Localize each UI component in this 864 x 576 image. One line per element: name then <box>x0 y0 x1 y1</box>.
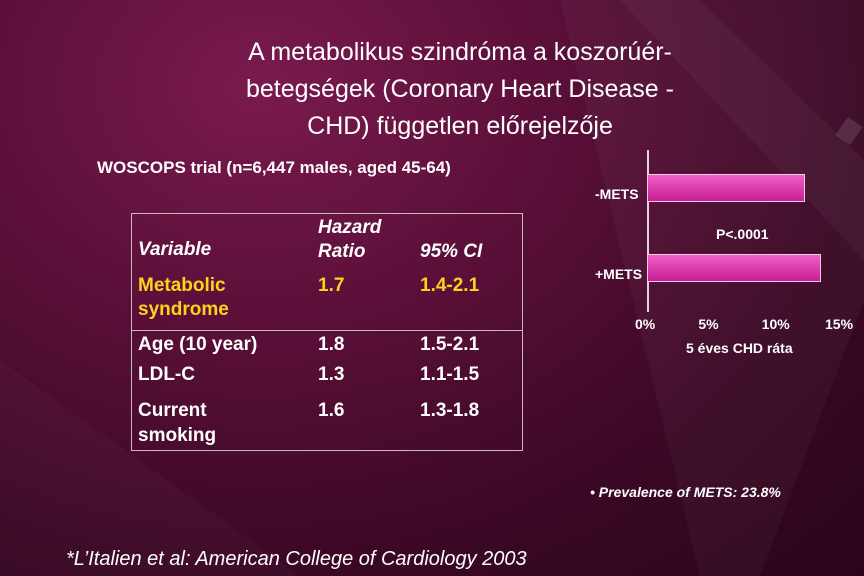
bar-plus-mets <box>647 254 821 282</box>
header-ci: 95% CI <box>420 241 483 262</box>
row-variable-line: smoking <box>138 425 217 446</box>
row-ci: 1.4-2.1 <box>420 275 480 296</box>
header-ratio: Ratio <box>318 241 366 262</box>
p-value-annotation: P<.0001 <box>716 226 769 242</box>
row-hazard-ratio: 1.8 <box>318 334 345 355</box>
title-line: A metabolikus szindróma a koszorúér- <box>248 38 672 66</box>
row-variable-line: Age (10 year) <box>138 334 258 355</box>
category-label: -METS <box>595 186 639 202</box>
row-hazard-ratio: 1.3 <box>318 364 345 385</box>
row-ci: 1.1-1.5 <box>420 364 480 385</box>
x-tick-label: 0% <box>635 316 656 332</box>
title-line: CHD) független előrejelzője <box>307 112 613 140</box>
y-axis-line <box>647 150 649 312</box>
x-axis-label: 5 éves CHD ráta <box>686 340 793 356</box>
header-hazard: Hazard <box>318 217 382 238</box>
row-variable-line: Metabolic <box>138 275 226 296</box>
row-variable-line: Current <box>138 400 207 421</box>
prevalence-text: Prevalence of METS: 23.8% <box>598 484 781 500</box>
slide-title: A metabolikus szindróma a koszorúér- bet… <box>90 34 830 145</box>
title-line: betegségek (Coronary Heart Disease - <box>246 75 674 103</box>
x-tick-label: 5% <box>698 316 719 332</box>
prevalence-note: • Prevalence of METS: 23.8% <box>590 484 781 500</box>
row-ci: 1.5-2.1 <box>420 334 480 355</box>
row-hazard-ratio: 1.7 <box>318 275 345 296</box>
bar-minus-mets <box>647 174 806 202</box>
trial-subtitle: WOSCOPS trial (n=6,447 males, aged 45-64… <box>97 158 451 177</box>
row-ci: 1.3-1.8 <box>420 400 480 421</box>
table-divider <box>132 330 522 331</box>
x-tick-label: 10% <box>761 316 790 332</box>
bullet: • <box>590 484 595 500</box>
row-variable-line: syndrome <box>138 299 229 320</box>
row-variable-line: LDL-C <box>138 364 195 385</box>
row-hazard-ratio: 1.6 <box>318 400 345 421</box>
header-variable: Variable <box>138 239 212 260</box>
hazard-ratio-table <box>131 213 523 451</box>
x-tick-label: 15% <box>825 316 854 332</box>
citation-footnote: *L’Italien et al: American College of Ca… <box>66 548 527 570</box>
category-label: +METS <box>595 266 643 282</box>
